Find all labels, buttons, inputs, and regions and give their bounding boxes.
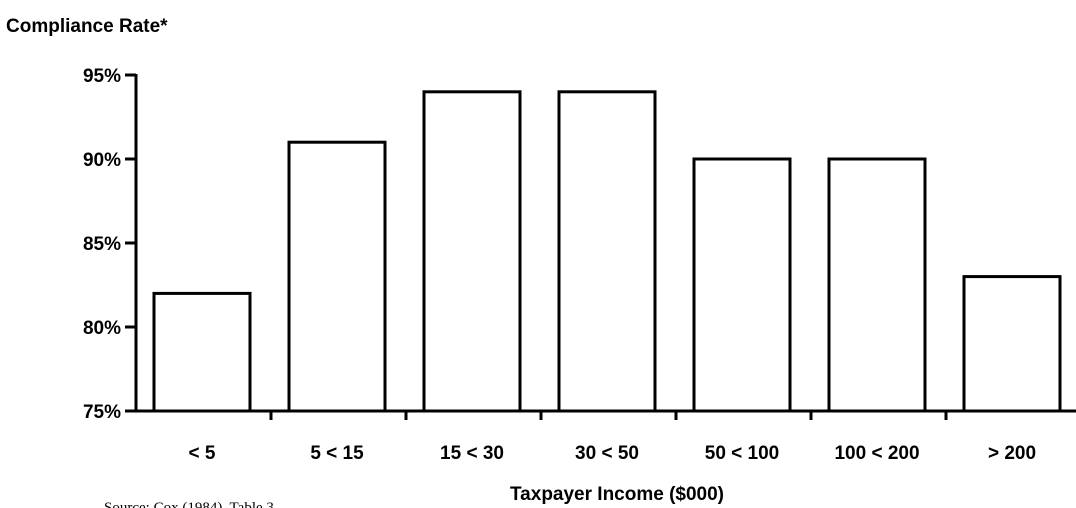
bar [557,90,657,413]
chart-title: Compliance Rate* [6,16,168,37]
x-tick-label: 5 < 15 [310,443,364,464]
x-tick-labels: < 5 5 < 15 15 < 30 30 < 50 50 < 100 100 < 200… [189,443,1037,464]
bar [287,140,387,413]
y-tick-label: 75% [83,402,121,423]
x-tick-label: 50 < 100 [705,443,780,464]
x-tick-label: > 200 [988,443,1036,464]
y-axis: 75% 80% 85% 90% 95% [83,66,138,423]
source-note: Source: Cox (1984), Table 3. [104,500,278,508]
bar [422,90,522,413]
bars [152,90,1062,413]
x-tick-label: 15 < 30 [440,443,504,464]
bar [827,157,927,413]
x-tick-label: < 5 [189,443,216,464]
x-tick-label: 100 < 200 [834,443,919,464]
bar [962,275,1062,413]
y-tick-label: 90% [83,150,121,171]
x-axis-label: Taxpayer Income ($000) [510,484,724,505]
y-tick-label: 80% [83,318,121,339]
x-tick-label: 30 < 50 [575,443,639,464]
y-tick-label: 95% [83,66,121,87]
bar [692,157,792,413]
bar [152,291,252,413]
y-tick-label: 85% [83,234,121,255]
